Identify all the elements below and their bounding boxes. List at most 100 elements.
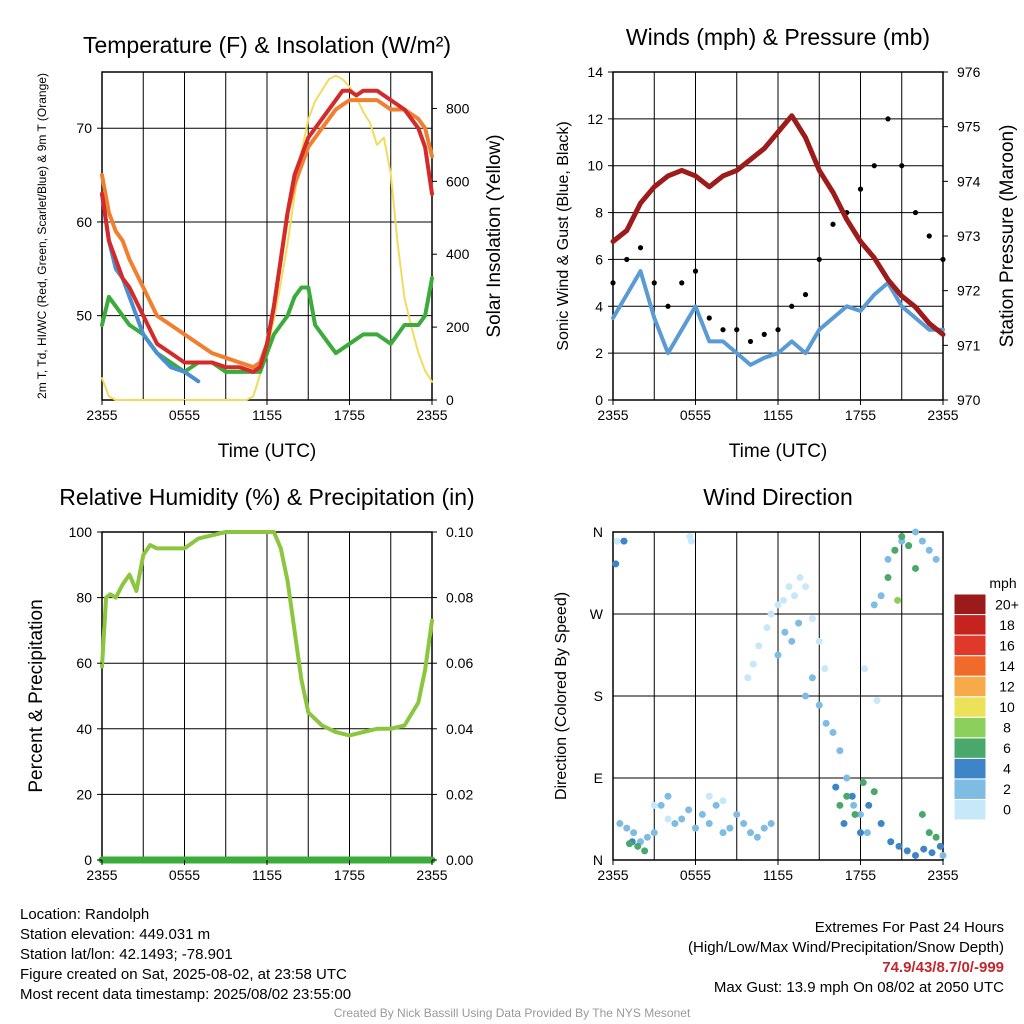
direction-point — [821, 665, 829, 673]
rh-line — [100, 530, 434, 738]
direction-point — [884, 555, 892, 563]
direction-point — [857, 829, 864, 837]
direction-point — [623, 824, 631, 832]
direction-point — [863, 829, 871, 837]
direction-point — [887, 838, 895, 846]
colorbar-label: 0 — [1003, 802, 1011, 818]
direction-point — [859, 779, 867, 787]
y-tick-label: 50 — [76, 308, 92, 324]
gust-point — [651, 280, 657, 286]
direction-point — [939, 851, 947, 859]
direction-point — [894, 596, 902, 604]
direction-point — [870, 601, 878, 609]
direction-point — [760, 824, 768, 832]
direction-point — [829, 728, 837, 736]
x-tick-label: 2355 — [927, 867, 958, 883]
y-tick-label: 2 — [595, 345, 603, 361]
winds-ylabel-right: Station Pressure (Maroon) — [997, 125, 1018, 348]
y-tick-label-right: 0.04 — [446, 721, 473, 737]
gust-point — [665, 303, 671, 309]
direction-point — [851, 810, 859, 818]
y-tick-label: 8 — [595, 205, 603, 221]
y-tick-label: S — [594, 688, 603, 704]
colorbar-swatch — [953, 696, 987, 718]
colorbar-label: 18 — [999, 617, 1015, 633]
direction-point — [788, 637, 796, 645]
x-tick-label: 1755 — [334, 867, 365, 883]
y-tick-label: 4 — [595, 298, 603, 314]
gust-point — [940, 256, 946, 263]
x-tick-label: 2355 — [416, 867, 447, 883]
direction-point — [850, 801, 858, 809]
extremes-values: 74.9/43/8.7/0/-999 — [882, 959, 1004, 976]
direction-point — [747, 829, 754, 837]
panel-temperature: Temperature (F) & Insolation (W/m²) 2355… — [35, 32, 505, 462]
y-tick-label: W — [590, 606, 604, 622]
temperature-ticks: 2355 0555 1155 1755 2355 50 60 70 0 200 400 600 800 — [76, 100, 469, 423]
direction-ylabel-left: Direction (Colored By Speed) — [553, 592, 570, 800]
direction-point — [925, 829, 933, 837]
colorbar-swatch — [953, 655, 987, 677]
direction-point — [774, 651, 782, 659]
gust-point — [816, 256, 822, 263]
colorbar-swatch — [953, 757, 987, 780]
direction-point — [650, 801, 658, 809]
direction-point — [865, 801, 873, 809]
colorbar-swatch — [953, 716, 987, 739]
colorbar-label: 4 — [1003, 761, 1011, 777]
gust-point — [775, 327, 781, 333]
direction-point — [767, 610, 775, 618]
colorbar-label: 6 — [1003, 740, 1011, 756]
gust-point — [692, 268, 699, 274]
direction-point — [767, 820, 775, 828]
y-tick-label: 10 — [587, 158, 603, 174]
y-tick-label-right: 970 — [957, 392, 981, 408]
y-tick-label: 80 — [76, 590, 92, 606]
direction-point — [643, 833, 651, 841]
x-tick-label: 2355 — [597, 867, 628, 883]
gust-point — [706, 315, 712, 321]
extremes-title: Extremes For Past 24 Hours — [814, 919, 1004, 936]
station-location: Location: Randolph — [20, 906, 150, 923]
direction-point — [719, 797, 727, 805]
temperature-title: Temperature (F) & Insolation (W/m²) — [83, 32, 451, 58]
x-tick-label: 0555 — [169, 867, 200, 883]
y-tick-label: N — [593, 852, 603, 868]
y-tick-label-right: 200 — [446, 319, 470, 335]
gust-point — [720, 327, 726, 333]
gust-point — [830, 221, 836, 227]
winds-title: Winds (mph) & Pressure (mb) — [626, 24, 930, 50]
gust-point — [789, 303, 795, 309]
panel-winds: Winds (mph) & Pressure (mb) 2355 0555 1155… — [555, 24, 1018, 462]
figure-created: Figure created on Sat, 2025-08-02, at 23… — [20, 966, 347, 983]
direction-point — [918, 810, 926, 818]
y-tick-label-right: 800 — [446, 100, 470, 116]
direction-point — [815, 701, 823, 709]
x-tick-label: 2355 — [86, 407, 117, 423]
direction-point — [664, 815, 672, 823]
direction-point — [657, 801, 665, 809]
x-tick-label: 1755 — [845, 407, 876, 423]
direction-point — [664, 792, 672, 800]
y-tick-label: 0 — [84, 852, 92, 868]
y-tick-label-right: 971 — [957, 337, 981, 353]
direction-point — [832, 783, 840, 791]
direction-point — [705, 792, 713, 800]
y-tick-label: 100 — [69, 524, 93, 540]
colorbar-swatch — [953, 593, 987, 616]
gust-point — [610, 280, 616, 286]
y-tick-label-right: 976 — [957, 64, 981, 80]
pressure-line — [610, 113, 946, 337]
temperature-xlabel: Time (UTC) — [218, 441, 317, 462]
colorbar-title: mph — [989, 575, 1016, 591]
winds-ticks: 2355 0555 1155 1755 235502468101214970971972… — [587, 64, 980, 423]
direction-point — [840, 820, 848, 828]
direction-point — [836, 801, 844, 809]
direction-point — [928, 849, 936, 857]
colorbar-label: 14 — [999, 658, 1015, 674]
direction-point — [753, 833, 761, 841]
direction-point — [650, 829, 658, 837]
y-tick-label: 20 — [76, 786, 92, 802]
panel-direction: Wind Direction 2355 0555 1155 1755 2355NESWN… — [553, 484, 1019, 883]
